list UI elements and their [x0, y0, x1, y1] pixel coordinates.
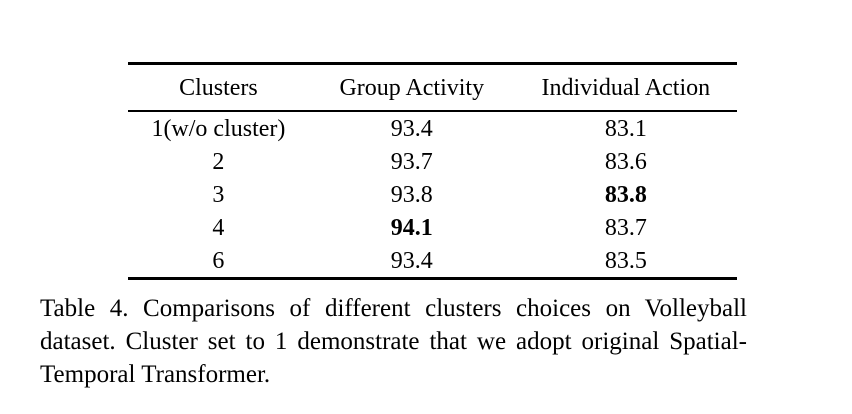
cell-group-activity: 93.8 — [390, 181, 433, 208]
cell-group-activity-best: 94.1 — [390, 214, 433, 241]
cell-clusters: 3 — [212, 181, 225, 208]
column-header-clusters: Clusters — [179, 74, 258, 101]
cell-clusters: 1(w/o cluster) — [151, 115, 286, 142]
table-header-rule — [128, 110, 737, 112]
table-top-rule — [128, 62, 737, 65]
cell-group-activity: 93.7 — [390, 148, 433, 175]
table-row: 2 93.7 83.6 — [128, 145, 737, 178]
table-row: 4 94.1 83.7 — [128, 211, 737, 244]
cell-individual-action: 83.7 — [604, 214, 647, 241]
table-row: 3 93.8 83.8 — [128, 178, 737, 211]
column-header-individual-action: Individual Action — [541, 74, 711, 101]
cell-clusters: 6 — [212, 247, 225, 274]
cell-group-activity: 93.4 — [390, 115, 433, 142]
caption-line: Table 4. Comparisons of different cluste… — [40, 295, 747, 322]
cell-clusters: 4 — [212, 214, 225, 241]
results-table: Clusters Group Activity Individual Actio… — [128, 62, 737, 280]
cell-individual-action: 83.6 — [604, 148, 647, 175]
table-caption: Table 4. Comparisons of different cluste… — [40, 292, 747, 391]
table-bottom-rule — [128, 277, 737, 280]
column-header-group-activity: Group Activity — [339, 74, 485, 101]
table-row: 1(w/o cluster) 93.4 83.1 — [128, 112, 737, 145]
table-row: 6 93.4 83.5 — [128, 244, 737, 277]
caption-line: Temporal Transformer. — [40, 361, 271, 388]
cell-clusters: 2 — [212, 148, 225, 175]
cell-individual-action: 83.1 — [604, 115, 647, 142]
caption-line: dataset. Cluster set to 1 demonstrate th… — [40, 328, 747, 355]
cell-group-activity: 93.4 — [390, 247, 433, 274]
cell-individual-action-best: 83.8 — [604, 181, 647, 208]
cell-individual-action: 83.5 — [604, 247, 647, 274]
table-header-row: Clusters Group Activity Individual Actio… — [128, 65, 737, 110]
